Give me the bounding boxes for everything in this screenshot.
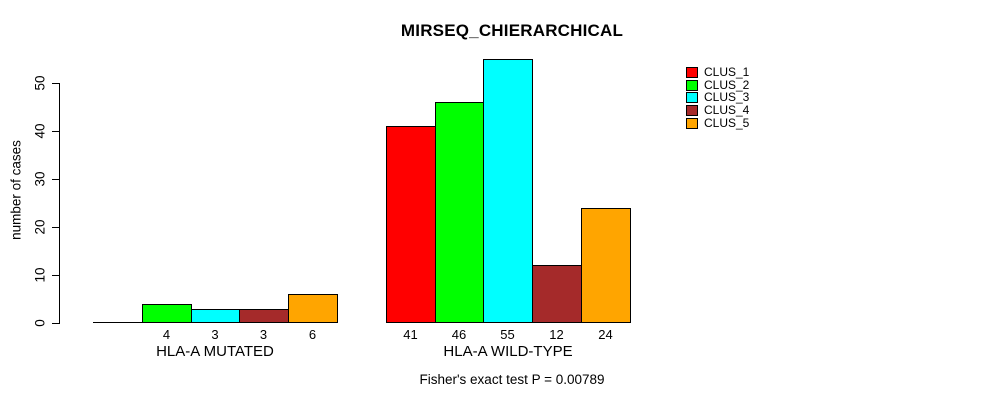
legend-item-clus_1: CLUS_1 xyxy=(686,66,749,78)
bar-value-label: 41 xyxy=(403,327,418,342)
bar-clus_1-wildtype xyxy=(386,126,436,323)
bar-clus_4-wildtype xyxy=(532,265,582,323)
y-tick-mark xyxy=(52,227,59,228)
y-tick-label: 0 xyxy=(32,319,48,327)
legend-item-clus_2: CLUS_2 xyxy=(686,79,749,91)
y-tick-label: 30 xyxy=(32,171,48,187)
y-axis-line xyxy=(59,83,60,324)
y-tick-label: 10 xyxy=(32,267,48,283)
bar-clus_3-wildtype xyxy=(483,59,533,323)
legend-swatch-clus_5 xyxy=(686,117,698,129)
bar-clus_2-mutated xyxy=(142,304,192,323)
group-label-mutated: HLA-A MUTATED xyxy=(156,343,274,360)
legend-item-clus_3: CLUS_3 xyxy=(686,91,749,103)
legend-swatch-clus_3 xyxy=(686,91,698,103)
bar-value-label: 55 xyxy=(500,327,515,342)
bar-clus_5-mutated xyxy=(288,294,338,323)
bar-value-label: 46 xyxy=(451,327,467,342)
legend-swatch-clus_2 xyxy=(686,79,698,91)
y-tick-label: 20 xyxy=(32,219,48,235)
y-tick-mark xyxy=(52,179,59,180)
legend-label: CLUS_1 xyxy=(704,65,750,79)
y-tick-label: 40 xyxy=(32,123,48,139)
bar-clus_2-wildtype xyxy=(435,102,484,323)
bar-clus_1-zero xyxy=(93,322,143,323)
legend-label: CLUS_5 xyxy=(704,116,750,130)
legend-item-clus_4: CLUS_4 xyxy=(686,104,749,116)
bar-value-label: 6 xyxy=(308,327,317,342)
y-tick-mark xyxy=(52,131,59,132)
bar-value-label: 12 xyxy=(549,327,564,342)
y-tick-mark xyxy=(52,323,59,324)
bar-clus_4-mutated xyxy=(239,309,289,323)
legend-swatch-clus_4 xyxy=(686,104,698,116)
legend-label: CLUS_2 xyxy=(704,78,750,92)
y-tick-label: 50 xyxy=(32,75,48,91)
bar-clus_3-mutated xyxy=(191,309,240,323)
bar-value-label: 4 xyxy=(162,327,171,342)
bar-clus_5-wildtype xyxy=(581,208,631,323)
legend-label: CLUS_3 xyxy=(704,90,750,104)
legend-swatch-clus_1 xyxy=(686,66,698,78)
group-label-wildtype: HLA-A WILD-TYPE xyxy=(443,343,573,360)
bar-value-label: 3 xyxy=(211,327,219,342)
y-tick-mark xyxy=(52,83,59,84)
legend-label: CLUS_4 xyxy=(704,103,750,117)
chart-title: MIRSEQ_CHIERARCHICAL xyxy=(400,21,624,40)
bar-value-label: 3 xyxy=(259,327,268,342)
legend-item-clus_5: CLUS_5 xyxy=(686,117,749,129)
bar-value-label: 24 xyxy=(598,327,613,342)
y-tick-mark xyxy=(52,275,59,276)
caption: Fisher's exact test P = 0.00789 xyxy=(419,372,605,387)
